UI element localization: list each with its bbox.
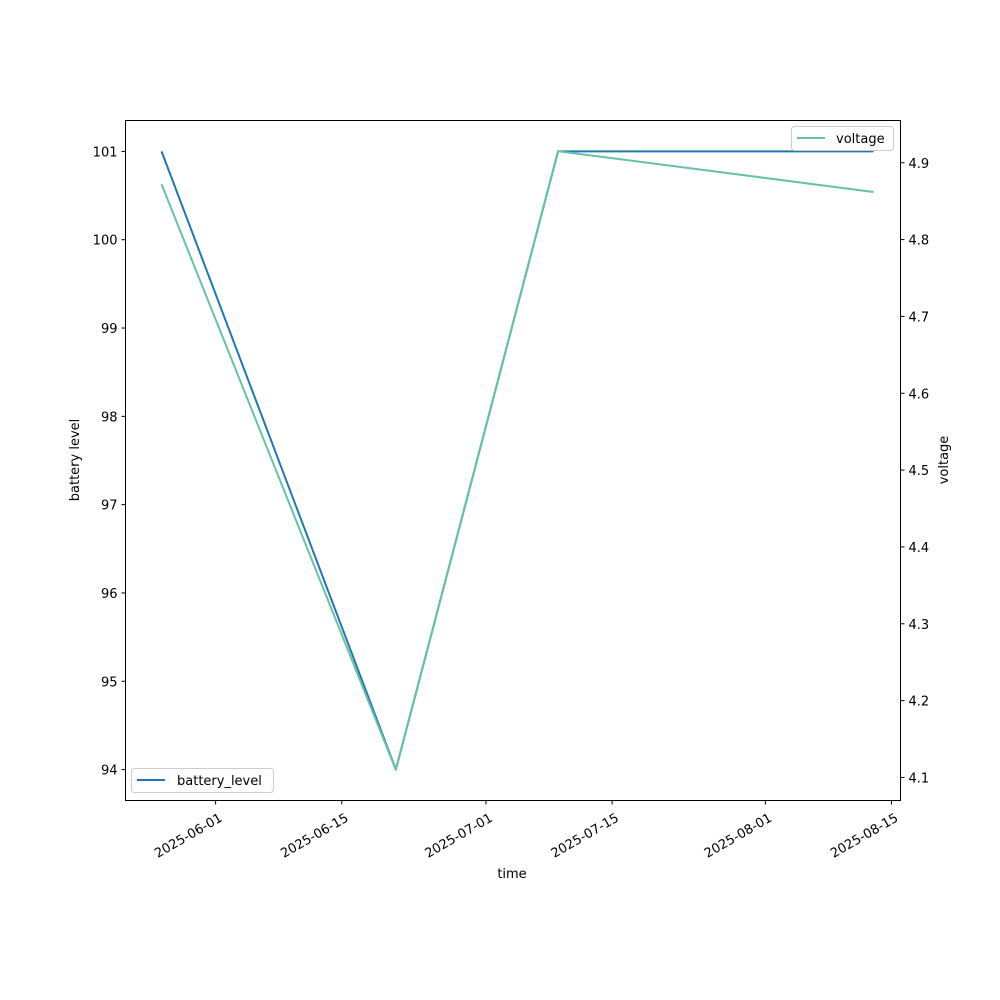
right-y-tick-label: 4.8	[909, 234, 930, 249]
left-y-tick-label: 96	[101, 587, 118, 602]
x-tick-label: 2025-08-01	[702, 811, 775, 862]
legend-box	[131, 768, 274, 793]
x-axis-title: time	[497, 867, 526, 882]
right-y-tick-label: 4.1	[909, 771, 930, 786]
left-y-tick-label: 101	[93, 145, 118, 160]
legend-label-voltage: voltage	[836, 132, 885, 147]
right-y-tick-label: 4.5	[909, 464, 930, 479]
plot-area	[125, 120, 901, 801]
legend-box	[791, 126, 894, 151]
right-y-axis-title: voltage	[937, 436, 952, 485]
left-y-tick-label: 98	[101, 410, 118, 425]
right-y-tick-label: 4.6	[909, 387, 930, 402]
right-y-tick-label: 4.3	[909, 618, 930, 633]
legend-label-battery-level: battery_level	[177, 774, 262, 789]
left-y-tick-label: 97	[101, 499, 118, 514]
right-y-tick-label: 4.4	[909, 541, 930, 556]
legend-battery-level: battery_level	[131, 768, 274, 793]
right-y-tick-label: 4.9	[909, 157, 930, 172]
x-tick-label: 2025-06-01	[152, 811, 225, 862]
left-y-tick-label: 100	[93, 234, 118, 249]
left-y-tick-label: 99	[101, 322, 118, 337]
left-y-tick-label: 94	[101, 764, 118, 779]
series-line-voltage	[160, 150, 874, 771]
x-tick-label: 2025-07-01	[423, 811, 496, 862]
right-y-tick-label: 4.2	[909, 695, 930, 710]
plot-frame	[125, 120, 901, 801]
right-y-tick-label: 4.7	[909, 310, 930, 325]
x-tick-label: 2025-08-15	[828, 811, 901, 862]
x-tick-label: 2025-06-15	[278, 811, 351, 862]
legend-voltage: voltage	[791, 126, 894, 151]
left-y-tick-label: 95	[101, 675, 118, 690]
left-y-axis-title: battery level	[68, 419, 83, 502]
series-layer	[160, 150, 874, 771]
x-tick-label: 2025-07-15	[549, 811, 622, 862]
